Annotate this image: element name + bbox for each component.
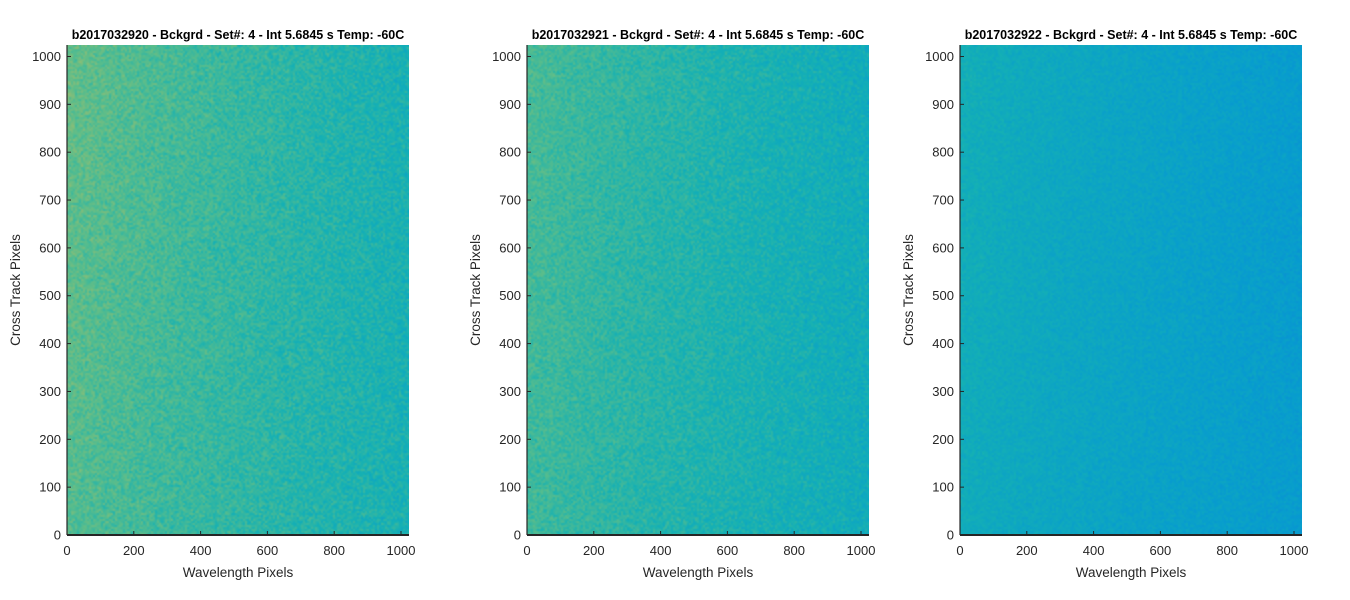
y-tick-label: 300: [39, 384, 61, 399]
x-tick-label: 400: [1083, 543, 1105, 558]
y-tick-label: 1000: [492, 49, 521, 64]
y-tick-label: 0: [54, 528, 61, 543]
chart-title: b2017032922 - Bckgrd - Set#: 4 - Int 5.6…: [965, 28, 1298, 42]
x-tick-label: 1000: [1280, 543, 1309, 558]
y-tick-label: 0: [514, 528, 521, 543]
y-tick-label: 900: [932, 97, 954, 112]
y-tick-label: 100: [499, 480, 521, 495]
x-tick-label: 200: [583, 543, 605, 558]
x-tick-label: 0: [523, 543, 530, 558]
y-axis-label: Cross Track Pixels: [8, 234, 23, 346]
chart-panel-1: 0 200 400 600 800 1000 0 100 200 300 400 500 600 700 8…: [8, 28, 415, 580]
y-tick-label: 600: [39, 240, 61, 255]
y-tick-label: 100: [932, 480, 954, 495]
y-tick-label: 800: [932, 145, 954, 160]
chart-title: b2017032921 - Bckgrd - Set#: 4 - Int 5.6…: [532, 28, 865, 42]
x-tick-label: 800: [1216, 543, 1238, 558]
y-tick-label: 100: [39, 480, 61, 495]
y-tick-label: 900: [39, 97, 61, 112]
y-tick-label: 200: [932, 432, 954, 447]
x-tick-label: 0: [63, 543, 70, 558]
y-tick-label: 500: [39, 288, 61, 303]
y-tick-label: 700: [499, 193, 521, 208]
y-tick-label: 600: [932, 240, 954, 255]
x-tick-label: 600: [717, 543, 739, 558]
chart-panel-3: 0 200 400 600 800 1000 0 100 200 300 400 500 600 700 8…: [901, 28, 1308, 580]
x-tick-label: 200: [123, 543, 145, 558]
y-tick-label: 600: [499, 240, 521, 255]
x-tick-label: 1000: [387, 543, 416, 558]
y-axis-label: Cross Track Pixels: [901, 234, 916, 346]
x-axis-label: Wavelength Pixels: [1076, 565, 1187, 580]
chart-panel-2: 0 200 400 600 800 1000 0 100 200 300 400 500 600 700 8…: [468, 28, 875, 580]
y-tick-label: 700: [932, 193, 954, 208]
x-tick-label: 800: [783, 543, 805, 558]
y-tick-label: 0: [947, 528, 954, 543]
y-tick-label: 1000: [925, 49, 954, 64]
y-tick-label: 1000: [32, 49, 61, 64]
y-tick-label: 200: [39, 432, 61, 447]
y-tick-label: 700: [39, 193, 61, 208]
x-tick-label: 800: [323, 543, 345, 558]
y-tick-label: 400: [499, 336, 521, 351]
x-tick-label: 600: [1150, 543, 1172, 558]
y-tick-label: 300: [499, 384, 521, 399]
x-axis-label: Wavelength Pixels: [643, 565, 754, 580]
heatmap-image: [527, 45, 869, 535]
y-tick-label: 500: [499, 288, 521, 303]
x-tick-label: 400: [650, 543, 672, 558]
x-tick-label: 600: [257, 543, 279, 558]
y-tick-label: 200: [499, 432, 521, 447]
x-tick-label: 1000: [847, 543, 876, 558]
y-tick-label: 800: [499, 145, 521, 160]
x-tick-label: 200: [1016, 543, 1038, 558]
y-tick-label: 800: [39, 145, 61, 160]
x-axis-label: Wavelength Pixels: [183, 565, 294, 580]
y-tick-label: 400: [932, 336, 954, 351]
heatmap-image: [67, 45, 409, 535]
y-tick-label: 500: [932, 288, 954, 303]
y-axis-label: Cross Track Pixels: [468, 234, 483, 346]
y-tick-label: 400: [39, 336, 61, 351]
y-tick-label: 900: [499, 97, 521, 112]
y-tick-label: 300: [932, 384, 954, 399]
heatmap-image: [960, 45, 1302, 535]
x-tick-label: 0: [956, 543, 963, 558]
chart-title: b2017032920 - Bckgrd - Set#: 4 - Int 5.6…: [72, 28, 405, 42]
x-tick-label: 400: [190, 543, 212, 558]
